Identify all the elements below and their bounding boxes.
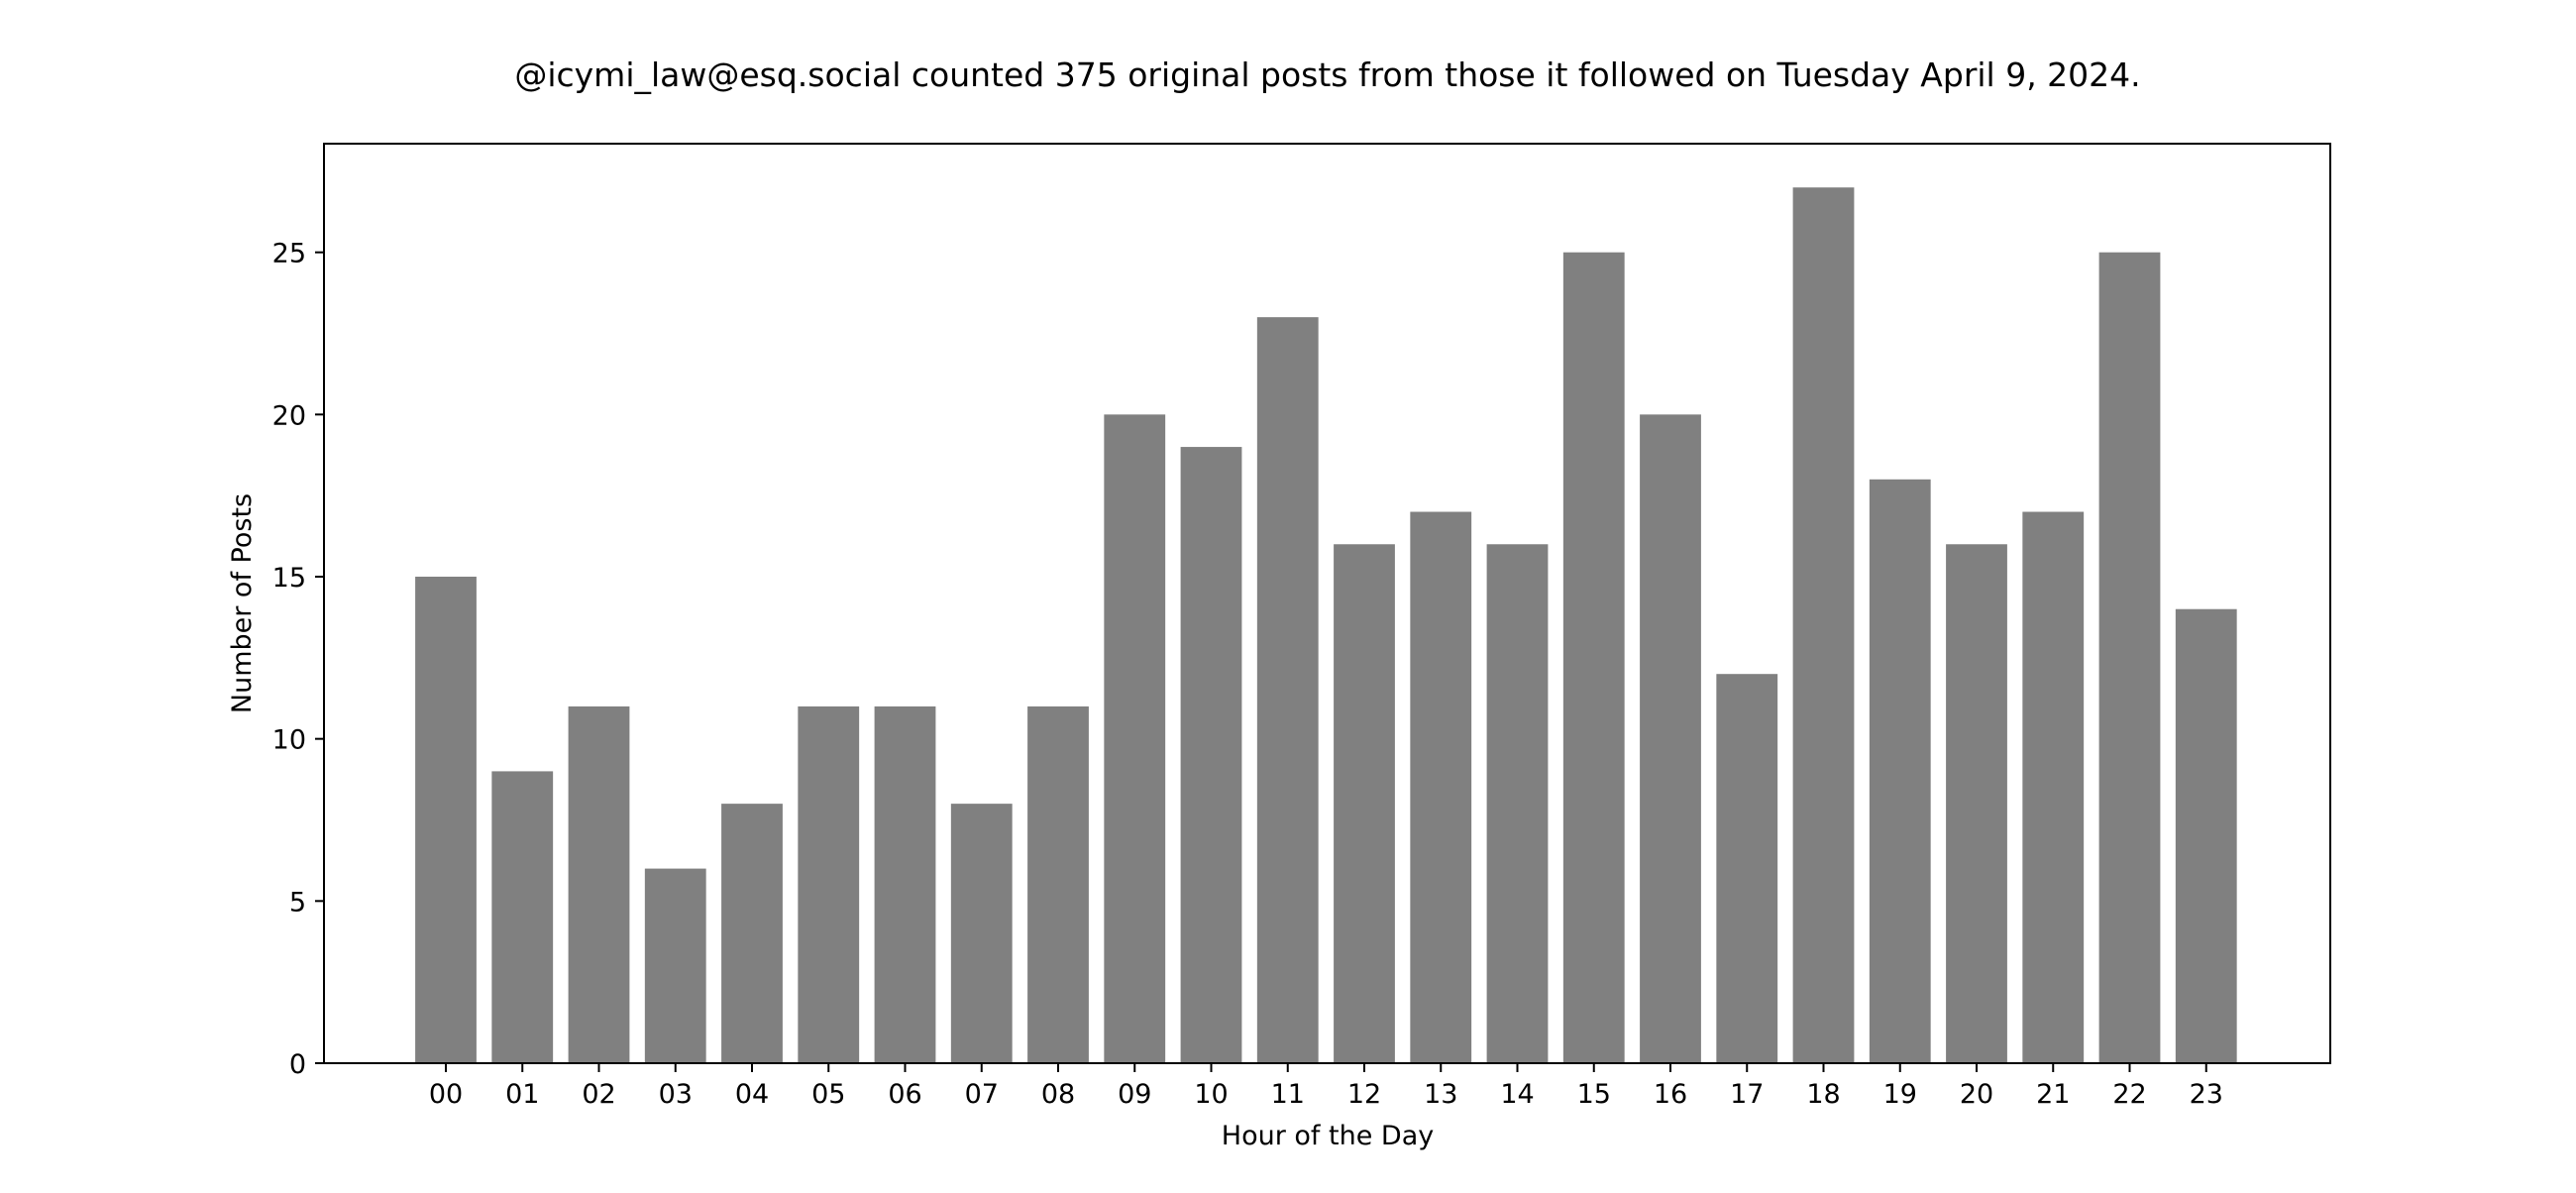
x-tick-label-08: 08 — [1041, 1079, 1075, 1110]
bar-hour-11 — [1256, 317, 1319, 1063]
x-tick-label-02: 02 — [582, 1079, 615, 1110]
x-tick-label-21: 21 — [2036, 1079, 2070, 1110]
bar-hour-22 — [2098, 252, 2161, 1063]
x-axis-ticks: 00 01 02 03 04 05 06 07 08 09 10 11 12 13 14 15 16 17 18 19… — [429, 1063, 2223, 1110]
y-tick-label-20: 20 — [272, 400, 306, 431]
x-tick-label-10: 10 — [1194, 1079, 1228, 1110]
x-tick-label-19: 19 — [1883, 1079, 1917, 1110]
y-tick-label-25: 25 — [272, 239, 306, 270]
bar-hour-05 — [798, 705, 860, 1063]
y-tick-label-15: 15 — [272, 563, 306, 594]
bar-hour-07 — [950, 804, 1013, 1063]
bar-hour-16 — [1640, 414, 1701, 1064]
x-tick-label-22: 22 — [2112, 1079, 2146, 1110]
x-tick-label-14: 14 — [1500, 1079, 1534, 1110]
x-tick-label-18: 18 — [1806, 1079, 1840, 1110]
bar-hour-08 — [1027, 705, 1089, 1063]
bar-hour-14 — [1486, 544, 1549, 1063]
x-tick-label-12: 12 — [1347, 1079, 1381, 1110]
x-tick-label-23: 23 — [2190, 1079, 2223, 1110]
bar-hour-12 — [1334, 544, 1395, 1063]
bar-hour-06 — [874, 705, 936, 1063]
chart-title: @icymi_law@esq.social counted 375 origin… — [514, 55, 2140, 94]
x-tick-label-04: 04 — [735, 1079, 769, 1110]
y-axis-ticks: 0 5 10 15 20 25 — [272, 239, 324, 1080]
bar-hour-20 — [1946, 544, 2007, 1063]
x-tick-label-11: 11 — [1271, 1079, 1305, 1110]
x-tick-label-05: 05 — [811, 1079, 845, 1110]
x-tick-label-09: 09 — [1118, 1079, 1151, 1110]
x-tick-label-07: 07 — [965, 1079, 999, 1110]
x-tick-label-15: 15 — [1577, 1079, 1611, 1110]
bar-hour-02 — [568, 705, 630, 1063]
x-tick-label-16: 16 — [1654, 1079, 1687, 1110]
bar-hour-01 — [491, 771, 554, 1063]
bar-hour-10 — [1180, 447, 1242, 1063]
x-tick-label-01: 01 — [505, 1079, 539, 1110]
bar-hour-00 — [415, 576, 477, 1063]
bar-hour-03 — [644, 868, 706, 1063]
x-tick-label-20: 20 — [1960, 1079, 1993, 1110]
y-axis-label: Number of Posts — [227, 493, 258, 713]
bar-hour-15 — [1562, 252, 1625, 1063]
bar-hour-21 — [2022, 511, 2085, 1063]
y-tick-label-0: 0 — [289, 1049, 306, 1080]
bar-hour-19 — [1869, 479, 1931, 1063]
x-tick-label-13: 13 — [1424, 1079, 1457, 1110]
x-axis-label: Hour of the Day — [1222, 1121, 1434, 1151]
bar-hour-09 — [1104, 414, 1166, 1064]
y-tick-label-10: 10 — [272, 725, 306, 756]
y-tick-label-5: 5 — [289, 887, 306, 918]
bar-hour-13 — [1410, 511, 1472, 1063]
bars-group — [415, 187, 2237, 1064]
x-tick-label-00: 00 — [429, 1079, 463, 1110]
bar-hour-23 — [2175, 608, 2237, 1063]
bar-hour-04 — [721, 804, 783, 1063]
bar-hour-18 — [1792, 187, 1855, 1063]
bar-hour-17 — [1716, 674, 1778, 1063]
x-tick-label-17: 17 — [1730, 1079, 1764, 1110]
x-tick-label-06: 06 — [888, 1079, 921, 1110]
x-tick-label-03: 03 — [659, 1079, 693, 1110]
plot-area-frame — [323, 143, 2331, 1064]
